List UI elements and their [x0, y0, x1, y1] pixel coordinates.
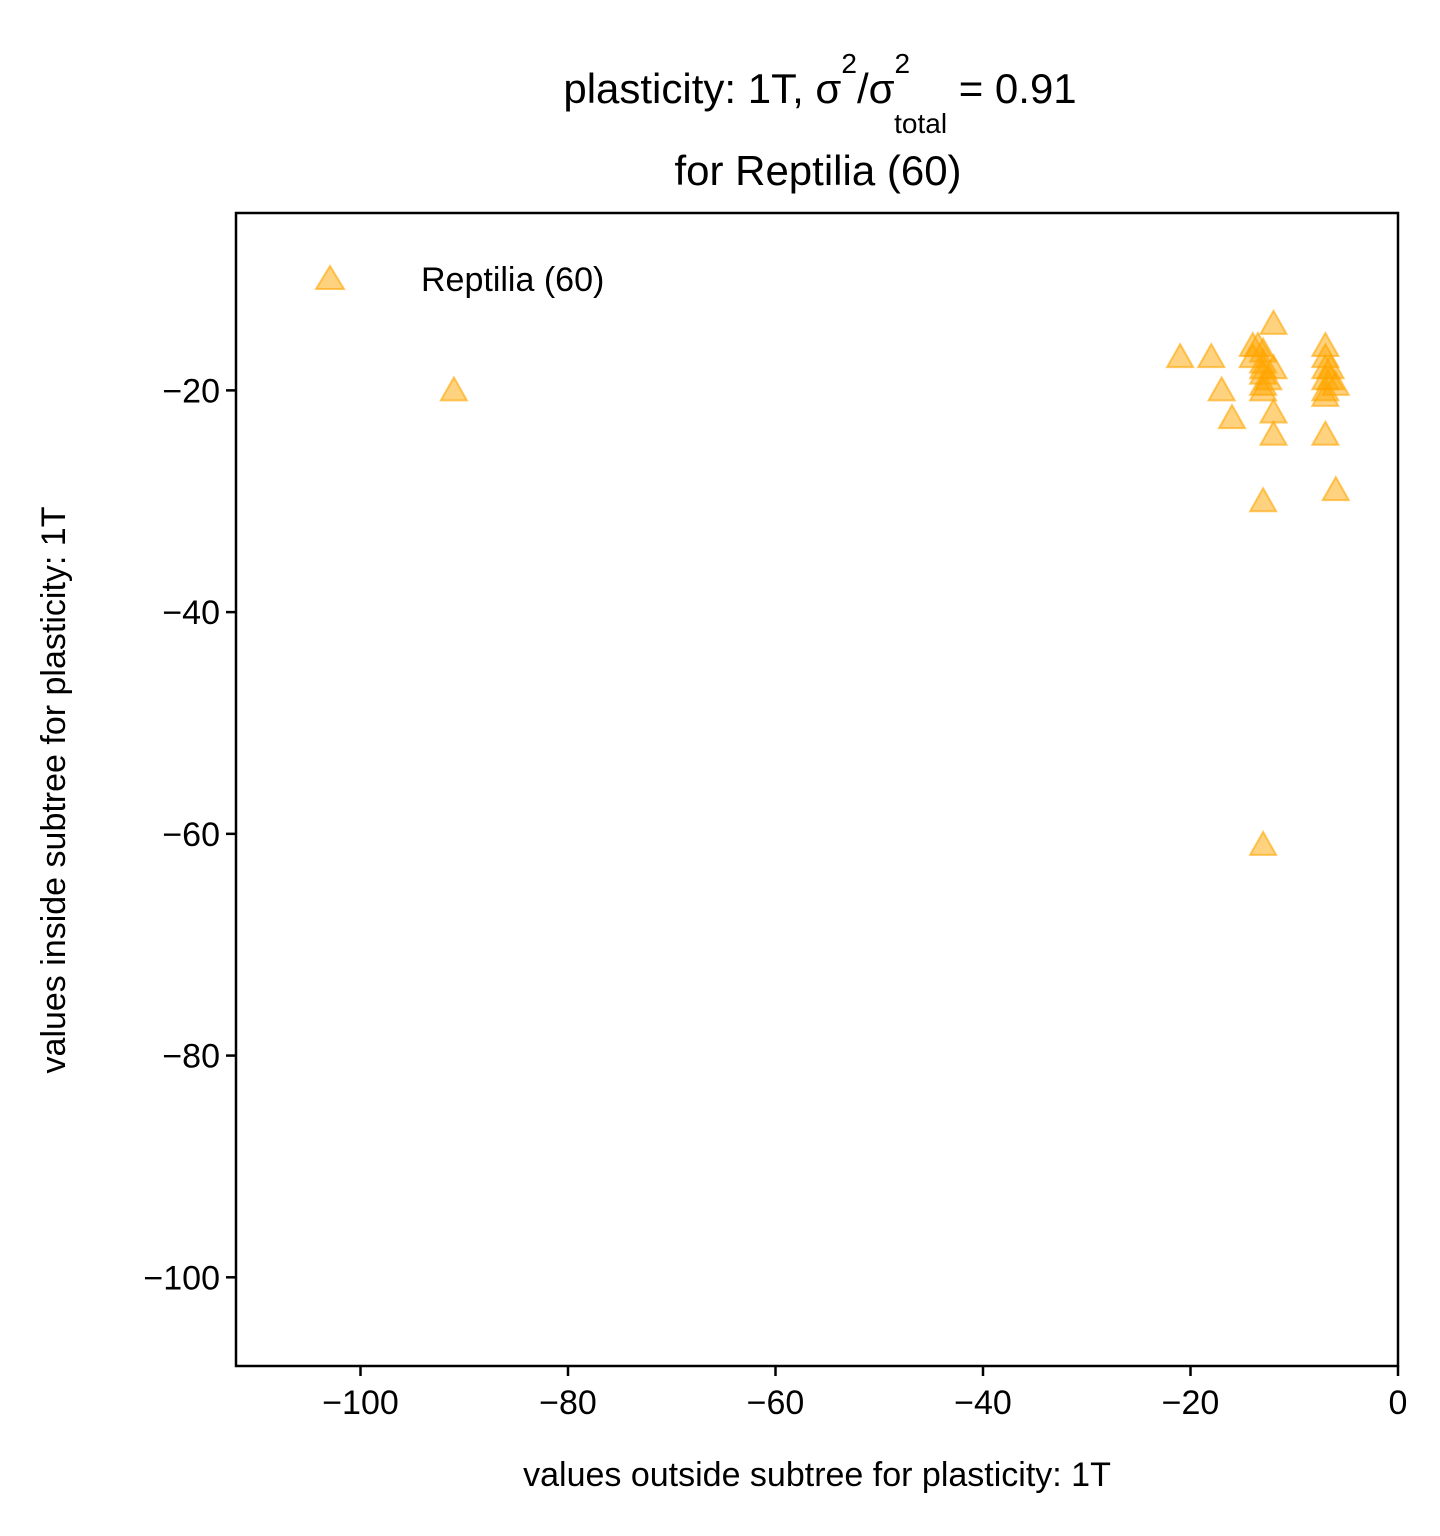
data-point-triangle [1206, 375, 1237, 402]
x-tick-label: −40 [954, 1384, 1012, 1422]
chart-title-line2: for Reptilia (60) [674, 147, 961, 194]
data-point-triangle [1321, 475, 1351, 502]
data-point-triangle [1321, 369, 1351, 396]
legend: Reptilia (60) [314, 261, 604, 299]
y-tick-label: −60 [162, 816, 220, 854]
x-axis: −100 −80 −60 −40 −20 0 [322, 1366, 1407, 1422]
legend-marker-triangle-icon [314, 264, 346, 290]
data-point-triangle [1258, 419, 1289, 446]
y-axis: −20 −40 −60 −80 −100 [143, 372, 236, 1297]
x-tick-label: −80 [539, 1384, 597, 1422]
y-tick-label: −40 [162, 594, 220, 632]
data-point-triangle [1310, 419, 1341, 446]
data-point-triangle [1258, 353, 1289, 380]
data-point-triangle [1248, 486, 1278, 513]
plot-area [234, 211, 1400, 1368]
x-tick-label: −20 [1162, 1384, 1220, 1422]
chart-title-line1: plasticity: 1T, σ2/σ2 total = 0.91 [563, 48, 1076, 139]
y-tick-label: −20 [162, 372, 220, 410]
y-tick-label: −80 [162, 1038, 220, 1076]
x-axis-label: values outside subtree for plasticity: 1… [523, 1456, 1111, 1494]
x-tick-label: −100 [322, 1384, 399, 1422]
data-point-triangle [1165, 342, 1195, 369]
data-point-triangle [1217, 403, 1247, 430]
data-points [439, 308, 1351, 856]
y-axis-label: values inside subtree for plasticity: 1T [35, 507, 73, 1074]
legend-label: Reptilia (60) [421, 261, 604, 299]
data-point-triangle [1196, 342, 1226, 369]
data-point-triangle [1258, 308, 1289, 335]
data-point-triangle [1248, 829, 1278, 856]
data-point-triangle [439, 375, 469, 402]
x-tick-label: −60 [747, 1384, 805, 1422]
x-tick-label: 0 [1389, 1384, 1408, 1422]
y-tick-label: −100 [143, 1259, 220, 1297]
